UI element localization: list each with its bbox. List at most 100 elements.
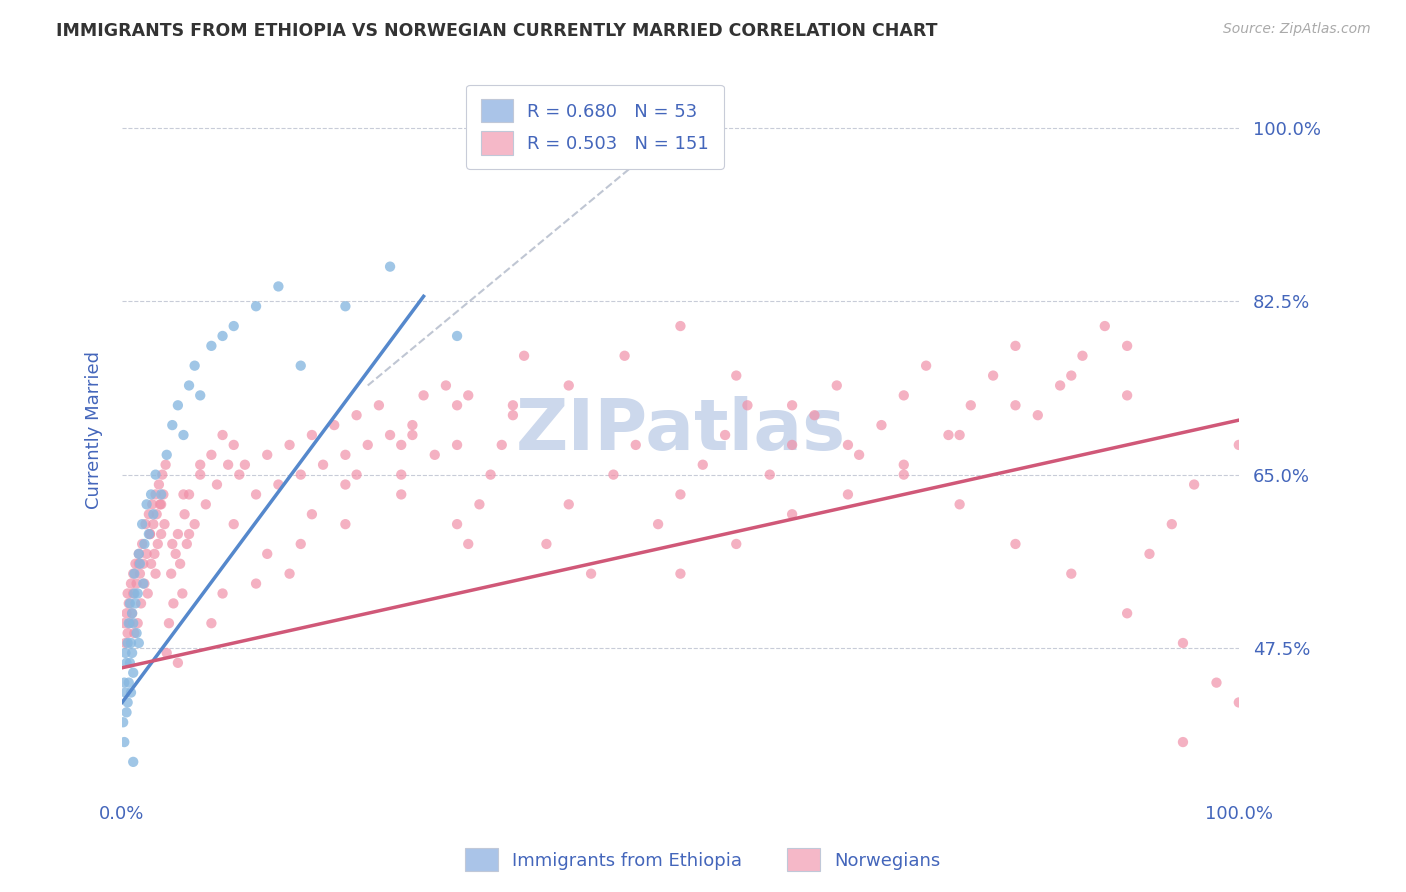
Point [160, 566, 183, 581]
Point [172, 428, 194, 442]
Point [1116, 388, 1139, 402]
Point [157, 616, 180, 631]
Point [312, 458, 335, 472]
Point [457, 388, 479, 402]
Point [228, 467, 250, 482]
Point [468, 497, 491, 511]
Point [143, 547, 166, 561]
Legend: Immigrants from Ethiopia, Norwegians: Immigrants from Ethiopia, Norwegians [458, 841, 948, 879]
Point [148, 477, 170, 491]
Point [423, 448, 446, 462]
Point [127, 586, 149, 600]
Point [112, 675, 135, 690]
Point [118, 656, 141, 670]
Point [1116, 607, 1139, 621]
Point [118, 616, 141, 631]
Point [389, 438, 412, 452]
Point [346, 408, 368, 422]
Point [1171, 636, 1194, 650]
Text: Source: ZipAtlas.com: Source: ZipAtlas.com [1223, 22, 1371, 37]
Point [167, 398, 190, 412]
Point [112, 715, 135, 730]
Point [124, 626, 146, 640]
Point [780, 508, 803, 522]
Point [211, 428, 233, 442]
Point [669, 487, 692, 501]
Point [188, 458, 211, 472]
Point [149, 497, 172, 511]
Point [714, 428, 737, 442]
Point [725, 368, 748, 383]
Point [389, 487, 412, 501]
Point [114, 646, 136, 660]
Y-axis label: Currently Married: Currently Married [86, 351, 103, 509]
Point [156, 646, 179, 660]
Point [558, 378, 581, 392]
Point [135, 497, 157, 511]
Point [177, 378, 200, 392]
Point [136, 586, 159, 600]
Point [120, 685, 142, 699]
Point [624, 438, 647, 452]
Point [491, 438, 513, 452]
Point [278, 566, 301, 581]
Point [446, 517, 468, 532]
Point [135, 547, 157, 561]
Point [256, 448, 278, 462]
Point [124, 596, 146, 610]
Point [446, 438, 468, 452]
Point [669, 566, 692, 581]
Point [121, 607, 143, 621]
Point [1060, 566, 1083, 581]
Point [139, 557, 162, 571]
Point [200, 339, 222, 353]
Point [1160, 517, 1182, 532]
Point [169, 557, 191, 571]
Point [780, 438, 803, 452]
Point [172, 487, 194, 501]
Point [150, 527, 173, 541]
Point [222, 319, 245, 334]
Point [132, 557, 155, 571]
Point [222, 438, 245, 452]
Point [346, 467, 368, 482]
Point [129, 596, 152, 610]
Point [134, 537, 156, 551]
Point [142, 517, 165, 532]
Point [145, 467, 167, 482]
Point [915, 359, 938, 373]
Point [893, 458, 915, 472]
Point [803, 408, 825, 422]
Point [938, 428, 960, 442]
Point [129, 557, 152, 571]
Point [1182, 477, 1205, 491]
Point [145, 487, 167, 501]
Point [692, 458, 714, 472]
Point [457, 537, 479, 551]
Point [177, 527, 200, 541]
Point [335, 517, 357, 532]
Point [156, 448, 179, 462]
Point [138, 508, 160, 522]
Point [125, 626, 148, 640]
Point [146, 537, 169, 551]
Point [165, 547, 187, 561]
Point [301, 508, 323, 522]
Point [1060, 368, 1083, 383]
Point [128, 547, 150, 561]
Point [389, 467, 412, 482]
Point [949, 497, 972, 511]
Point [513, 349, 536, 363]
Point [233, 458, 256, 472]
Point [162, 418, 184, 433]
Point [120, 636, 142, 650]
Point [378, 260, 401, 274]
Point [145, 566, 167, 581]
Point [502, 398, 524, 412]
Point [1139, 547, 1161, 561]
Point [1171, 735, 1194, 749]
Point [142, 508, 165, 522]
Point [152, 487, 174, 501]
Point [118, 675, 141, 690]
Point [118, 596, 141, 610]
